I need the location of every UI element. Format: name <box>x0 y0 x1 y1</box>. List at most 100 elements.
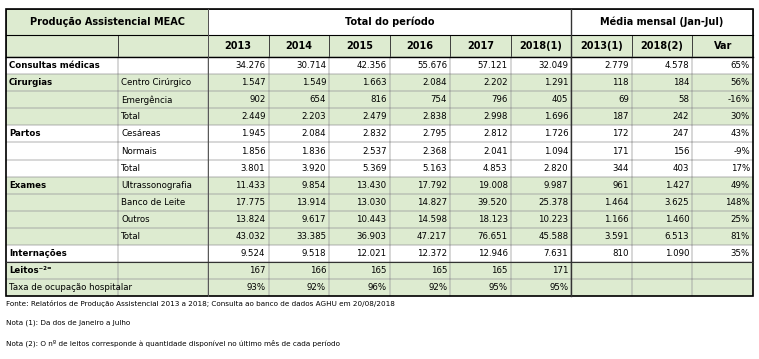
Bar <box>118 159 208 177</box>
Text: 2.832: 2.832 <box>362 130 386 139</box>
Bar <box>631 57 692 74</box>
Bar <box>208 35 269 57</box>
Text: 3.920: 3.920 <box>301 164 326 173</box>
Text: 2017: 2017 <box>467 41 494 51</box>
Text: 403: 403 <box>672 164 689 173</box>
Bar <box>6 177 118 194</box>
Bar <box>329 125 389 143</box>
Bar <box>269 91 329 108</box>
Bar <box>269 211 329 228</box>
Text: Partos: Partos <box>9 130 41 139</box>
Bar <box>329 35 389 57</box>
Bar <box>692 262 753 279</box>
Bar <box>692 57 753 74</box>
Bar <box>118 279 208 296</box>
Bar <box>572 245 631 262</box>
Bar <box>631 228 692 245</box>
Bar <box>118 57 208 74</box>
Text: Exames: Exames <box>9 181 46 190</box>
Bar <box>450 262 511 279</box>
Bar <box>572 108 631 125</box>
Bar <box>511 91 572 108</box>
Bar <box>572 228 631 245</box>
Bar <box>118 177 208 194</box>
Bar <box>6 57 118 74</box>
Text: 55.676: 55.676 <box>417 61 447 70</box>
Text: 171: 171 <box>613 146 628 155</box>
Text: 9.987: 9.987 <box>544 181 568 190</box>
Bar <box>511 74 572 91</box>
Bar <box>329 57 389 74</box>
Text: 34.276: 34.276 <box>235 61 266 70</box>
Text: 9.617: 9.617 <box>301 215 326 224</box>
Text: 1.726: 1.726 <box>543 130 568 139</box>
Text: 13.914: 13.914 <box>296 198 326 207</box>
Bar <box>450 194 511 211</box>
Bar <box>450 245 511 262</box>
Text: 3.591: 3.591 <box>604 232 628 241</box>
Bar <box>631 262 692 279</box>
Text: 5.163: 5.163 <box>423 164 447 173</box>
Bar <box>692 35 753 57</box>
Bar <box>511 211 572 228</box>
Bar <box>572 91 631 108</box>
Text: 7.631: 7.631 <box>543 249 568 258</box>
Text: 14.598: 14.598 <box>417 215 447 224</box>
Bar <box>450 91 511 108</box>
Bar <box>572 211 631 228</box>
Text: 344: 344 <box>613 164 628 173</box>
Text: 2.041: 2.041 <box>483 146 508 155</box>
Text: 1.460: 1.460 <box>665 215 689 224</box>
Bar <box>692 125 753 143</box>
Text: 3.625: 3.625 <box>665 198 689 207</box>
Text: 242: 242 <box>672 112 689 121</box>
Bar <box>692 143 753 159</box>
Text: 13.824: 13.824 <box>235 215 266 224</box>
Bar <box>389 177 450 194</box>
Text: 1.090: 1.090 <box>665 249 689 258</box>
Bar <box>208 108 269 125</box>
Bar <box>208 159 269 177</box>
Text: 2.812: 2.812 <box>483 130 508 139</box>
Bar <box>6 74 118 91</box>
Bar <box>6 211 118 228</box>
Text: Taxa de ocupação hospitalar: Taxa de ocupação hospitalar <box>9 283 132 292</box>
Bar <box>269 74 329 91</box>
Bar <box>389 262 450 279</box>
Text: 17%: 17% <box>731 164 750 173</box>
Bar <box>450 125 511 143</box>
Bar <box>118 245 208 262</box>
Bar <box>118 211 208 228</box>
Text: Nota (2): O nº de leitos corresponde à quantidade disponível no último mês de ca: Nota (2): O nº de leitos corresponde à q… <box>6 339 340 347</box>
Text: 45.588: 45.588 <box>538 232 568 241</box>
Text: 1.856: 1.856 <box>241 146 266 155</box>
Bar <box>329 91 389 108</box>
Bar <box>450 35 511 57</box>
Text: Centro Cirúrgico: Centro Cirúrgico <box>121 78 191 87</box>
Text: 754: 754 <box>430 95 447 104</box>
Text: 2.537: 2.537 <box>362 146 386 155</box>
Text: 92%: 92% <box>428 283 447 292</box>
Text: 96%: 96% <box>367 283 386 292</box>
Text: 2013(1): 2013(1) <box>580 41 623 51</box>
Text: 47.217: 47.217 <box>417 232 447 241</box>
Text: Consultas médicas: Consultas médicas <box>9 61 100 70</box>
Text: 796: 796 <box>491 95 508 104</box>
Text: 2018(2): 2018(2) <box>641 41 684 51</box>
Bar <box>208 279 269 296</box>
Text: Emergência: Emergência <box>121 95 173 104</box>
Bar <box>329 279 389 296</box>
Text: 56%: 56% <box>731 78 750 87</box>
Text: 6.513: 6.513 <box>665 232 689 241</box>
Text: 1.094: 1.094 <box>543 146 568 155</box>
Bar <box>118 194 208 211</box>
Text: 187: 187 <box>613 112 628 121</box>
Bar <box>389 57 450 74</box>
Text: Internações: Internações <box>9 249 67 258</box>
Bar <box>450 159 511 177</box>
Bar <box>269 177 329 194</box>
Text: 95%: 95% <box>549 283 568 292</box>
Text: Cesáreas: Cesáreas <box>121 130 161 139</box>
Text: Total: Total <box>121 112 141 121</box>
Text: 25%: 25% <box>731 215 750 224</box>
